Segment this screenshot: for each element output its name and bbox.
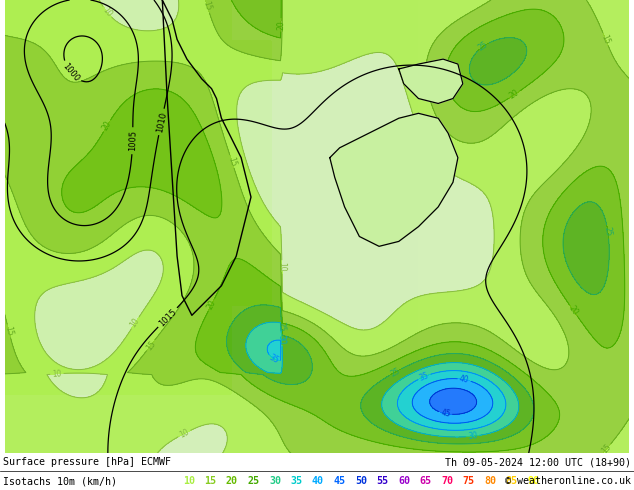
Text: 65: 65: [420, 476, 432, 486]
Text: 15: 15: [600, 442, 613, 456]
Text: 10: 10: [129, 317, 141, 329]
Text: 25: 25: [277, 322, 287, 332]
Text: © weatheronline.co.uk: © weatheronline.co.uk: [505, 476, 631, 486]
Text: 25: 25: [389, 366, 402, 378]
Text: 40: 40: [458, 374, 470, 385]
Text: 20: 20: [508, 88, 521, 101]
Text: 45: 45: [440, 408, 451, 419]
Text: 20: 20: [567, 304, 579, 317]
Bar: [418, 0, 630, 453]
Text: Surface pressure [hPa] ECMWF: Surface pressure [hPa] ECMWF: [3, 457, 171, 467]
Text: 35: 35: [268, 353, 281, 365]
Text: 20: 20: [101, 120, 113, 132]
Text: 50: 50: [355, 476, 367, 486]
Text: 20: 20: [226, 476, 238, 486]
Text: 15: 15: [226, 155, 238, 168]
Polygon shape: [399, 59, 463, 103]
Text: 25: 25: [247, 476, 259, 486]
Text: 15: 15: [205, 476, 216, 486]
Text: 25: 25: [603, 226, 613, 237]
Text: 40: 40: [312, 476, 324, 486]
Text: 90: 90: [527, 476, 539, 486]
Text: 75: 75: [462, 476, 474, 486]
Text: 1005: 1005: [128, 130, 138, 151]
Text: 1010: 1010: [155, 111, 168, 133]
Text: 10: 10: [52, 369, 62, 379]
Text: 1000: 1000: [61, 61, 81, 83]
Text: 30: 30: [277, 334, 287, 344]
Text: 80: 80: [484, 476, 496, 486]
Polygon shape: [330, 113, 458, 246]
Text: 15: 15: [202, 0, 213, 12]
Text: 85: 85: [505, 476, 517, 486]
Text: 10: 10: [277, 262, 287, 272]
Text: 1015: 1015: [157, 307, 178, 328]
Text: 25: 25: [477, 40, 489, 53]
Text: 10: 10: [101, 5, 113, 19]
Text: 70: 70: [441, 476, 453, 486]
Text: 20: 20: [276, 20, 285, 30]
Text: 55: 55: [377, 476, 389, 486]
Text: 15: 15: [145, 339, 157, 352]
Text: 15: 15: [3, 325, 15, 337]
Text: 20: 20: [205, 298, 217, 311]
Text: 30: 30: [467, 431, 478, 441]
Text: 35: 35: [290, 476, 302, 486]
Text: 60: 60: [398, 476, 410, 486]
Text: Th 09-05-2024 12:00 UTC (18+90): Th 09-05-2024 12:00 UTC (18+90): [445, 457, 631, 467]
Text: 45: 45: [333, 476, 346, 486]
Text: 35: 35: [418, 370, 430, 383]
Text: 30: 30: [269, 476, 281, 486]
Text: Isotachs 10m (km/h): Isotachs 10m (km/h): [3, 476, 117, 486]
Text: 15: 15: [600, 33, 612, 46]
Text: 10: 10: [178, 427, 191, 440]
Text: 10: 10: [183, 476, 195, 486]
